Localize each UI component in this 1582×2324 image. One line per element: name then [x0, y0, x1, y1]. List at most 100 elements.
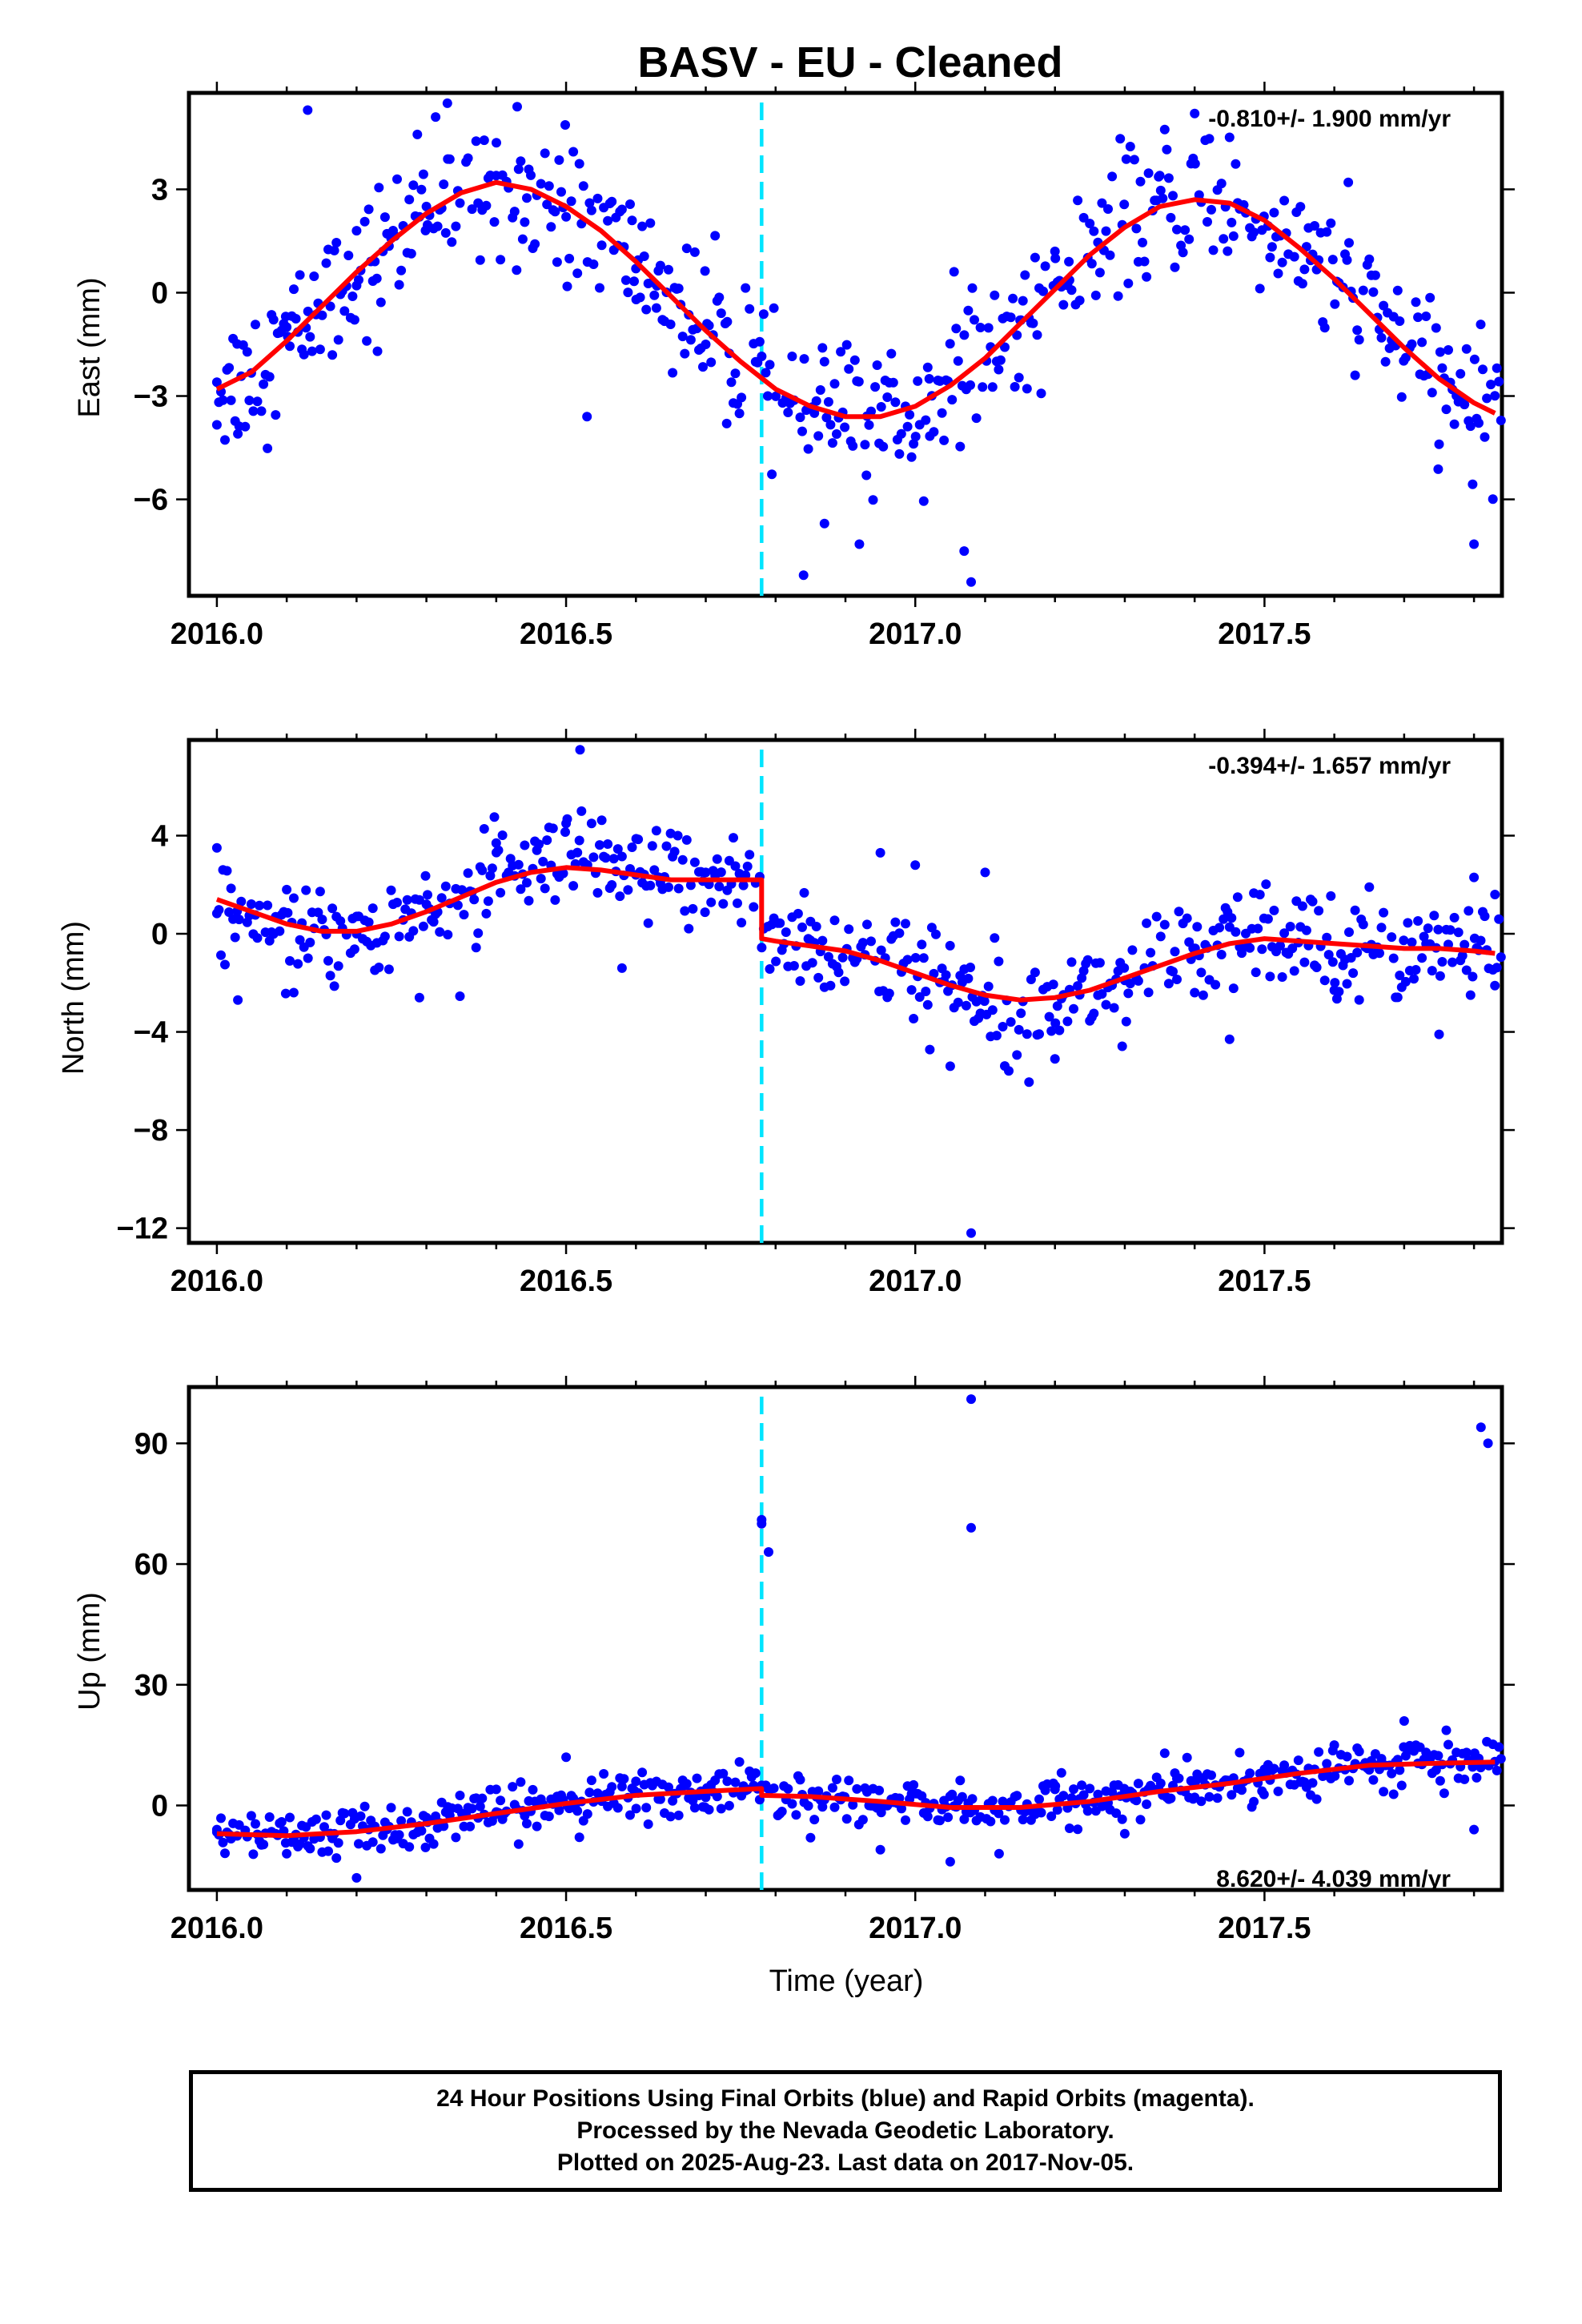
- up-data-point: [455, 1791, 465, 1800]
- east-data-point: [595, 283, 604, 293]
- north-data-point: [522, 878, 532, 888]
- east-data-point: [1431, 323, 1441, 333]
- up-data-point: [757, 1518, 767, 1529]
- east-data-point: [924, 374, 934, 384]
- east-data-point: [1038, 286, 1048, 296]
- north-data-point: [742, 861, 753, 871]
- north-data-point: [1054, 1025, 1065, 1035]
- east-data-point: [455, 198, 465, 208]
- north-data-point: [255, 900, 264, 911]
- north-data-point: [540, 883, 550, 894]
- up-data-point: [718, 1768, 729, 1779]
- east-data-point: [1143, 168, 1154, 179]
- up-data-point: [712, 1791, 722, 1802]
- east-data-point: [983, 323, 994, 333]
- north-data-point: [685, 880, 696, 891]
- up-data-point: [220, 1848, 230, 1859]
- north-data-point: [1342, 979, 1352, 989]
- up-data-point: [582, 1809, 592, 1819]
- east-data-point: [866, 406, 876, 416]
- east-data-point: [637, 221, 648, 231]
- north-data-point: [418, 921, 428, 931]
- north-data-point: [574, 835, 584, 846]
- up-data-point: [1259, 1764, 1270, 1775]
- up-data-point: [1119, 1828, 1130, 1839]
- north-data-point: [623, 885, 633, 895]
- north-data-point: [234, 915, 244, 925]
- east-data-point: [578, 181, 588, 191]
- east-data-point: [1107, 171, 1118, 182]
- north-data-point: [1228, 983, 1239, 994]
- east-ytick-label: −3: [134, 380, 168, 414]
- east-data-point: [530, 239, 540, 249]
- up-data-point: [848, 1799, 858, 1810]
- north-data-point: [817, 935, 828, 946]
- east-data-point: [1131, 223, 1142, 234]
- east-data-point: [673, 283, 684, 294]
- north-data-point: [1449, 912, 1460, 923]
- east-data-point: [1411, 297, 1421, 308]
- up-data-point: [1235, 1747, 1245, 1758]
- east-data-point: [582, 412, 592, 422]
- east-data-point: [929, 427, 939, 437]
- east-xtick-label: 2017.0: [869, 617, 962, 651]
- north-data-point: [275, 926, 285, 936]
- east-data-point: [922, 362, 933, 372]
- up-data-point: [1111, 1808, 1122, 1819]
- east-data-point: [910, 432, 921, 442]
- north-data-point: [616, 851, 627, 862]
- north-xtick-label: 2017.5: [1218, 1265, 1311, 1298]
- north-data-point: [1331, 994, 1342, 1004]
- east-data-point: [607, 196, 617, 207]
- north-data-point: [966, 1228, 976, 1238]
- east-data-point: [451, 221, 461, 231]
- north-data-point: [452, 900, 463, 911]
- east-data-point: [649, 290, 660, 300]
- east-data-point: [1476, 320, 1486, 330]
- east-data-point: [1155, 185, 1166, 195]
- north-data-point: [1461, 965, 1472, 975]
- up-data-point: [730, 1777, 741, 1787]
- north-data-point: [1399, 935, 1409, 946]
- north-data-point: [701, 867, 711, 878]
- up-data-point: [218, 1837, 228, 1848]
- east-data-point: [836, 347, 846, 357]
- north-data-point: [289, 893, 299, 903]
- up-data-point: [1443, 1739, 1453, 1750]
- north-data-point: [1344, 927, 1354, 937]
- north-data-point: [1151, 911, 1162, 922]
- up-data-point: [1034, 1794, 1044, 1804]
- north-data-point: [588, 852, 599, 862]
- up-data-point: [1249, 1796, 1259, 1807]
- north-data-point: [781, 927, 791, 937]
- north-data-point: [420, 870, 431, 881]
- north-data-point: [1285, 922, 1295, 931]
- east-data-point: [295, 270, 305, 280]
- east-data-point: [990, 290, 1000, 300]
- up-ytick-label: 30: [135, 1669, 168, 1703]
- north-data-point: [550, 895, 560, 905]
- east-data-point: [913, 376, 923, 386]
- east-data-point: [737, 392, 747, 403]
- east-data-point: [1018, 296, 1028, 306]
- east-data-point: [224, 363, 235, 373]
- north-data-point: [572, 847, 583, 858]
- east-data-point: [947, 395, 958, 405]
- up-data-point: [641, 1803, 652, 1813]
- east-ytick-label: −6: [134, 484, 168, 517]
- up-data-point: [809, 1815, 820, 1825]
- east-data-point: [1269, 207, 1279, 218]
- east-data-point: [623, 287, 633, 298]
- east-data-point: [379, 212, 390, 223]
- north-data-point: [1289, 966, 1299, 976]
- north-data-point: [1172, 975, 1182, 984]
- east-data-point: [1074, 296, 1085, 306]
- north-data-point: [1492, 963, 1502, 973]
- east-data-point: [1370, 270, 1380, 280]
- east-data-point: [1322, 227, 1332, 237]
- up-data-point: [1461, 1747, 1472, 1758]
- east-data-point: [1162, 144, 1172, 155]
- up-axis-label: Up (mm): [73, 1592, 106, 1711]
- north-data-point: [1429, 911, 1439, 921]
- north-data-point: [520, 840, 530, 850]
